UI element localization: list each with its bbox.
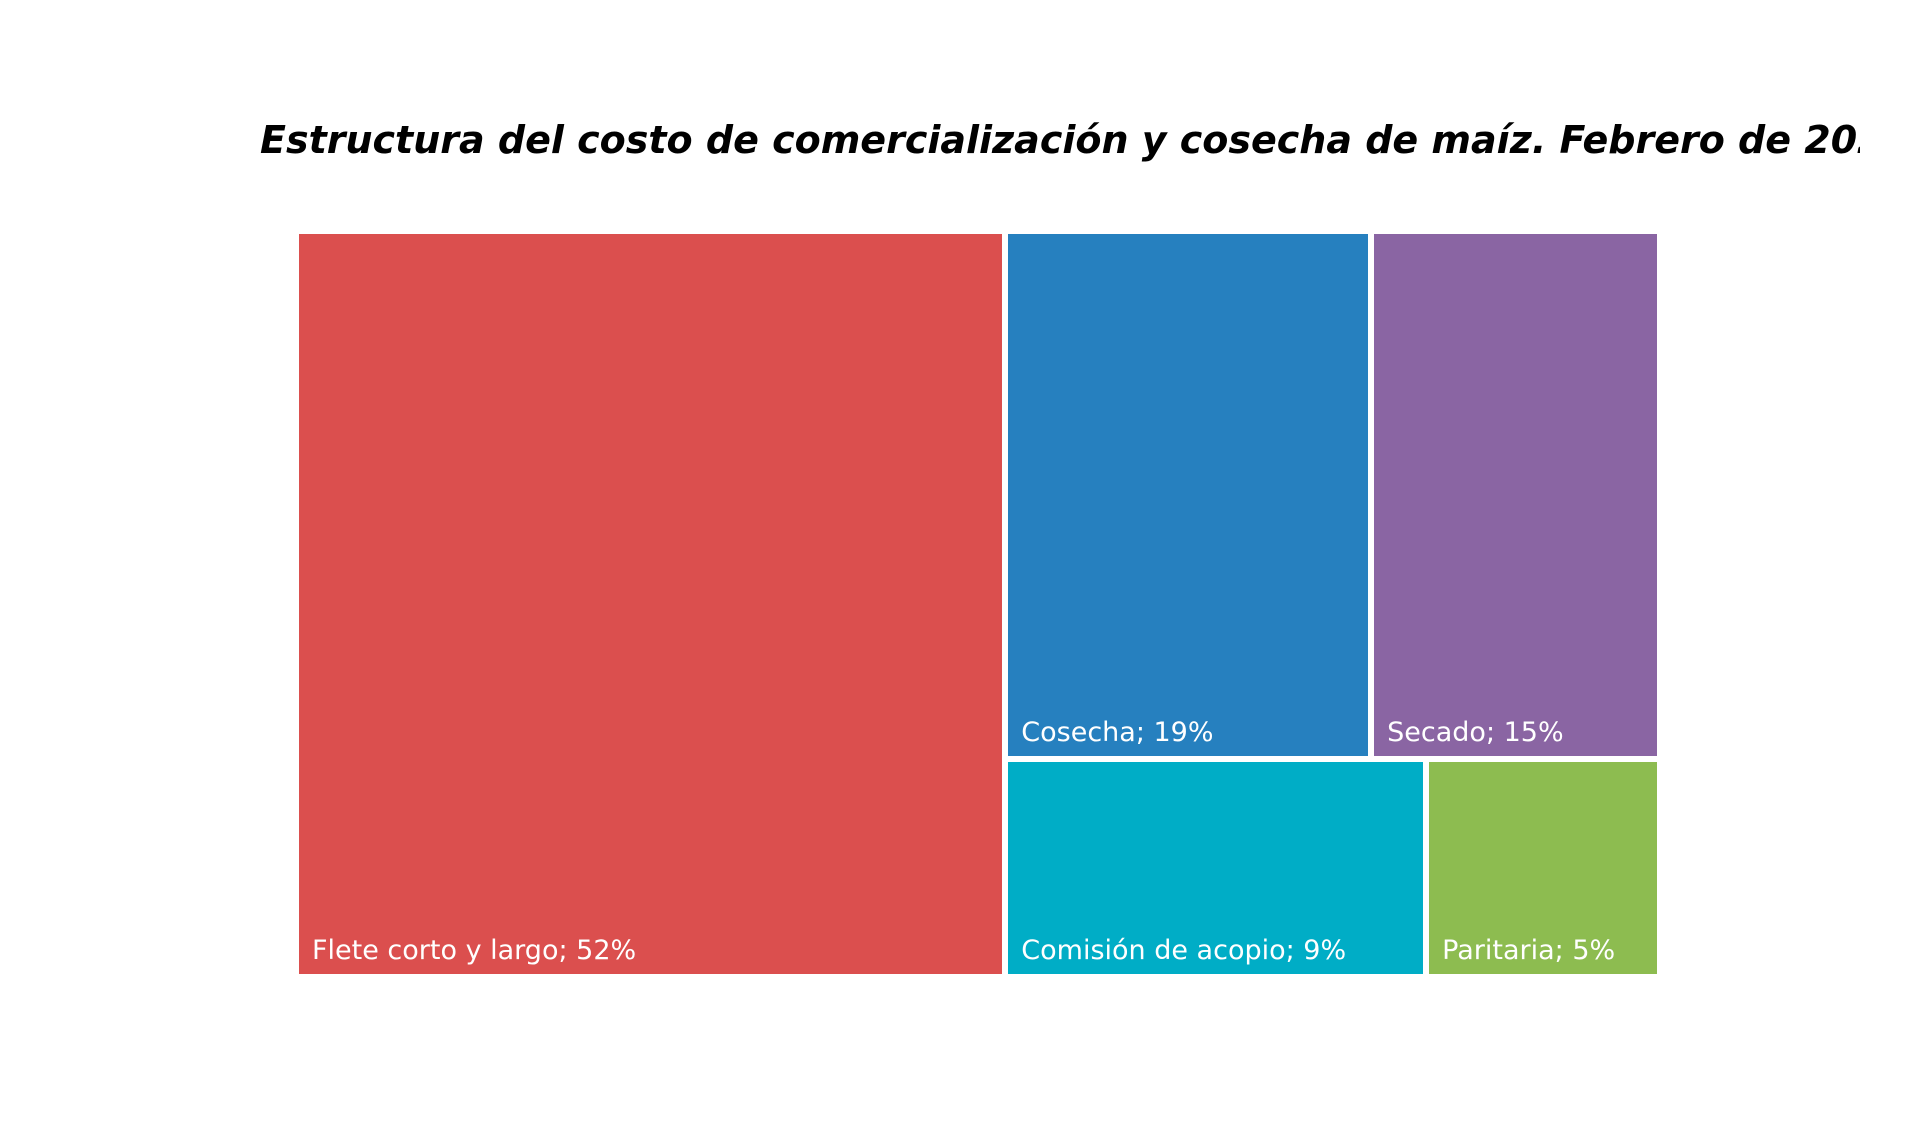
tile-label-cosecha: Cosecha; 19% xyxy=(1021,717,1214,749)
tile-comision: Comisión de acopio; 9% xyxy=(1005,759,1427,977)
treemap: Flete corto y largo; 52% Cosecha; 19% Se… xyxy=(296,231,1660,977)
tile-label-flete: Flete corto y largo; 52% xyxy=(312,935,637,966)
tile-secado: Secado; 15% xyxy=(1371,231,1660,760)
tile-cosecha: Cosecha; 19% xyxy=(1005,231,1372,760)
chart-title: Estructura del costo de comercialización… xyxy=(260,118,1860,162)
tile-label-secado: Secado; 15% xyxy=(1387,717,1564,749)
tile-label-comision: Comisión de acopio; 9% xyxy=(1021,934,1347,966)
tile-paritaria: Paritaria; 5% xyxy=(1426,759,1660,977)
tile-label-paritaria: Paritaria; 5% xyxy=(1442,934,1616,966)
tile-flete: Flete corto y largo; 52% xyxy=(296,231,1006,977)
